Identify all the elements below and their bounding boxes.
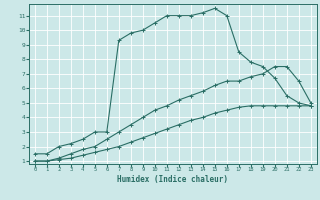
X-axis label: Humidex (Indice chaleur): Humidex (Indice chaleur) xyxy=(117,175,228,184)
